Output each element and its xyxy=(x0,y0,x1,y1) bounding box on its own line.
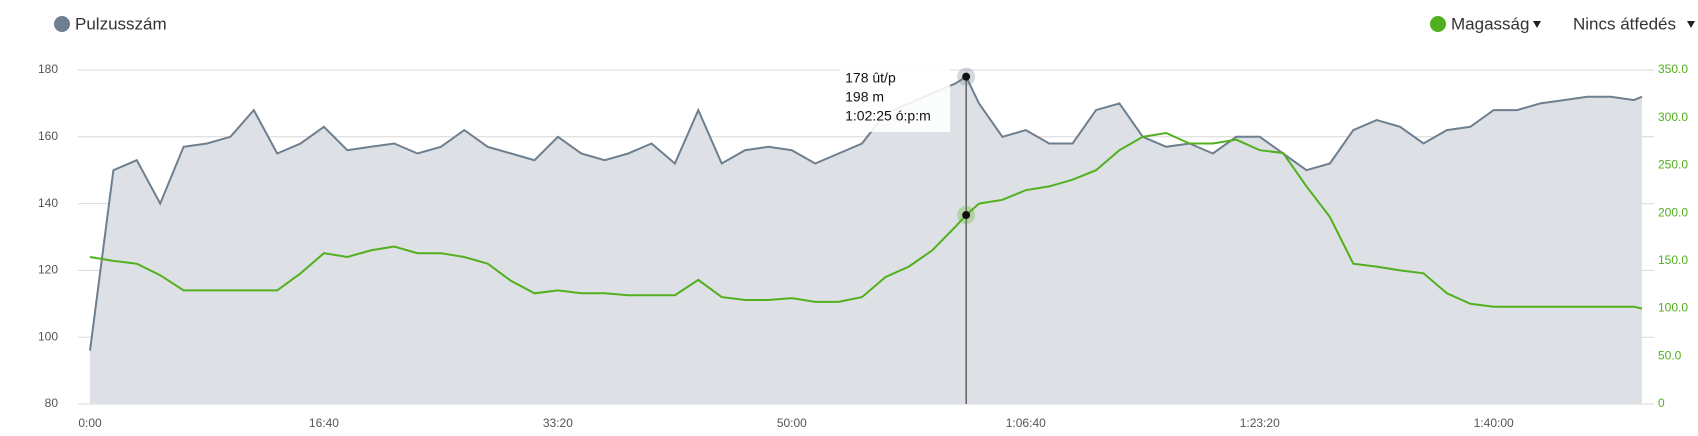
tooltip-line: 1:02:25 ó:p:m xyxy=(845,108,931,124)
dropdown-arrow[interactable] xyxy=(1687,21,1695,28)
overlay-select[interactable]: Nincs átfedés xyxy=(1573,14,1676,33)
x-tick-label: 1:23:20 xyxy=(1240,416,1280,430)
y-tick-label: 180 xyxy=(38,62,58,76)
x-tick-label: 50:00 xyxy=(777,416,807,430)
x-tick-label: 16:40 xyxy=(309,416,339,430)
y2-tick-label: 250.0 xyxy=(1658,158,1688,172)
y2-tick-label: 150.0 xyxy=(1658,253,1688,267)
area xyxy=(90,76,1642,404)
y-tick-label: 100 xyxy=(38,329,58,343)
tooltip-line: 198 m xyxy=(845,89,884,105)
cursor-dot xyxy=(962,72,971,81)
legend-swatch xyxy=(54,16,70,32)
line xyxy=(89,131,1643,310)
legend-label: Pulzusszám xyxy=(75,14,167,33)
x-tick-label: 1:06:40 xyxy=(1006,416,1046,430)
y-tick-label: 120 xyxy=(38,263,58,277)
legend-label[interactable]: Magasság xyxy=(1451,14,1529,33)
y-tick-label: 140 xyxy=(38,196,58,210)
y-tick-label: 80 xyxy=(45,396,59,410)
tooltip-box xyxy=(840,68,951,132)
y2-tick-label: 100.0 xyxy=(1658,301,1688,315)
y2-tick-label: 0 xyxy=(1658,396,1665,410)
legend-swatch xyxy=(1430,16,1446,32)
x-tick-label: 1:40:00 xyxy=(1474,416,1514,430)
cursor-dot xyxy=(962,211,971,220)
y2-tick-label: 300.0 xyxy=(1658,110,1688,124)
y-tick-label: 160 xyxy=(38,129,58,143)
dropdown-arrow[interactable] xyxy=(1533,21,1541,28)
x-tick-label: 0:00 xyxy=(78,416,102,430)
y2-tick-label: 350.0 xyxy=(1658,62,1688,76)
x-tick-label: 33:20 xyxy=(543,416,573,430)
y2-tick-label: 200.0 xyxy=(1658,205,1688,219)
tooltip-line: 178 ût/p xyxy=(845,70,896,86)
y2-tick-label: 50.0 xyxy=(1658,348,1682,362)
